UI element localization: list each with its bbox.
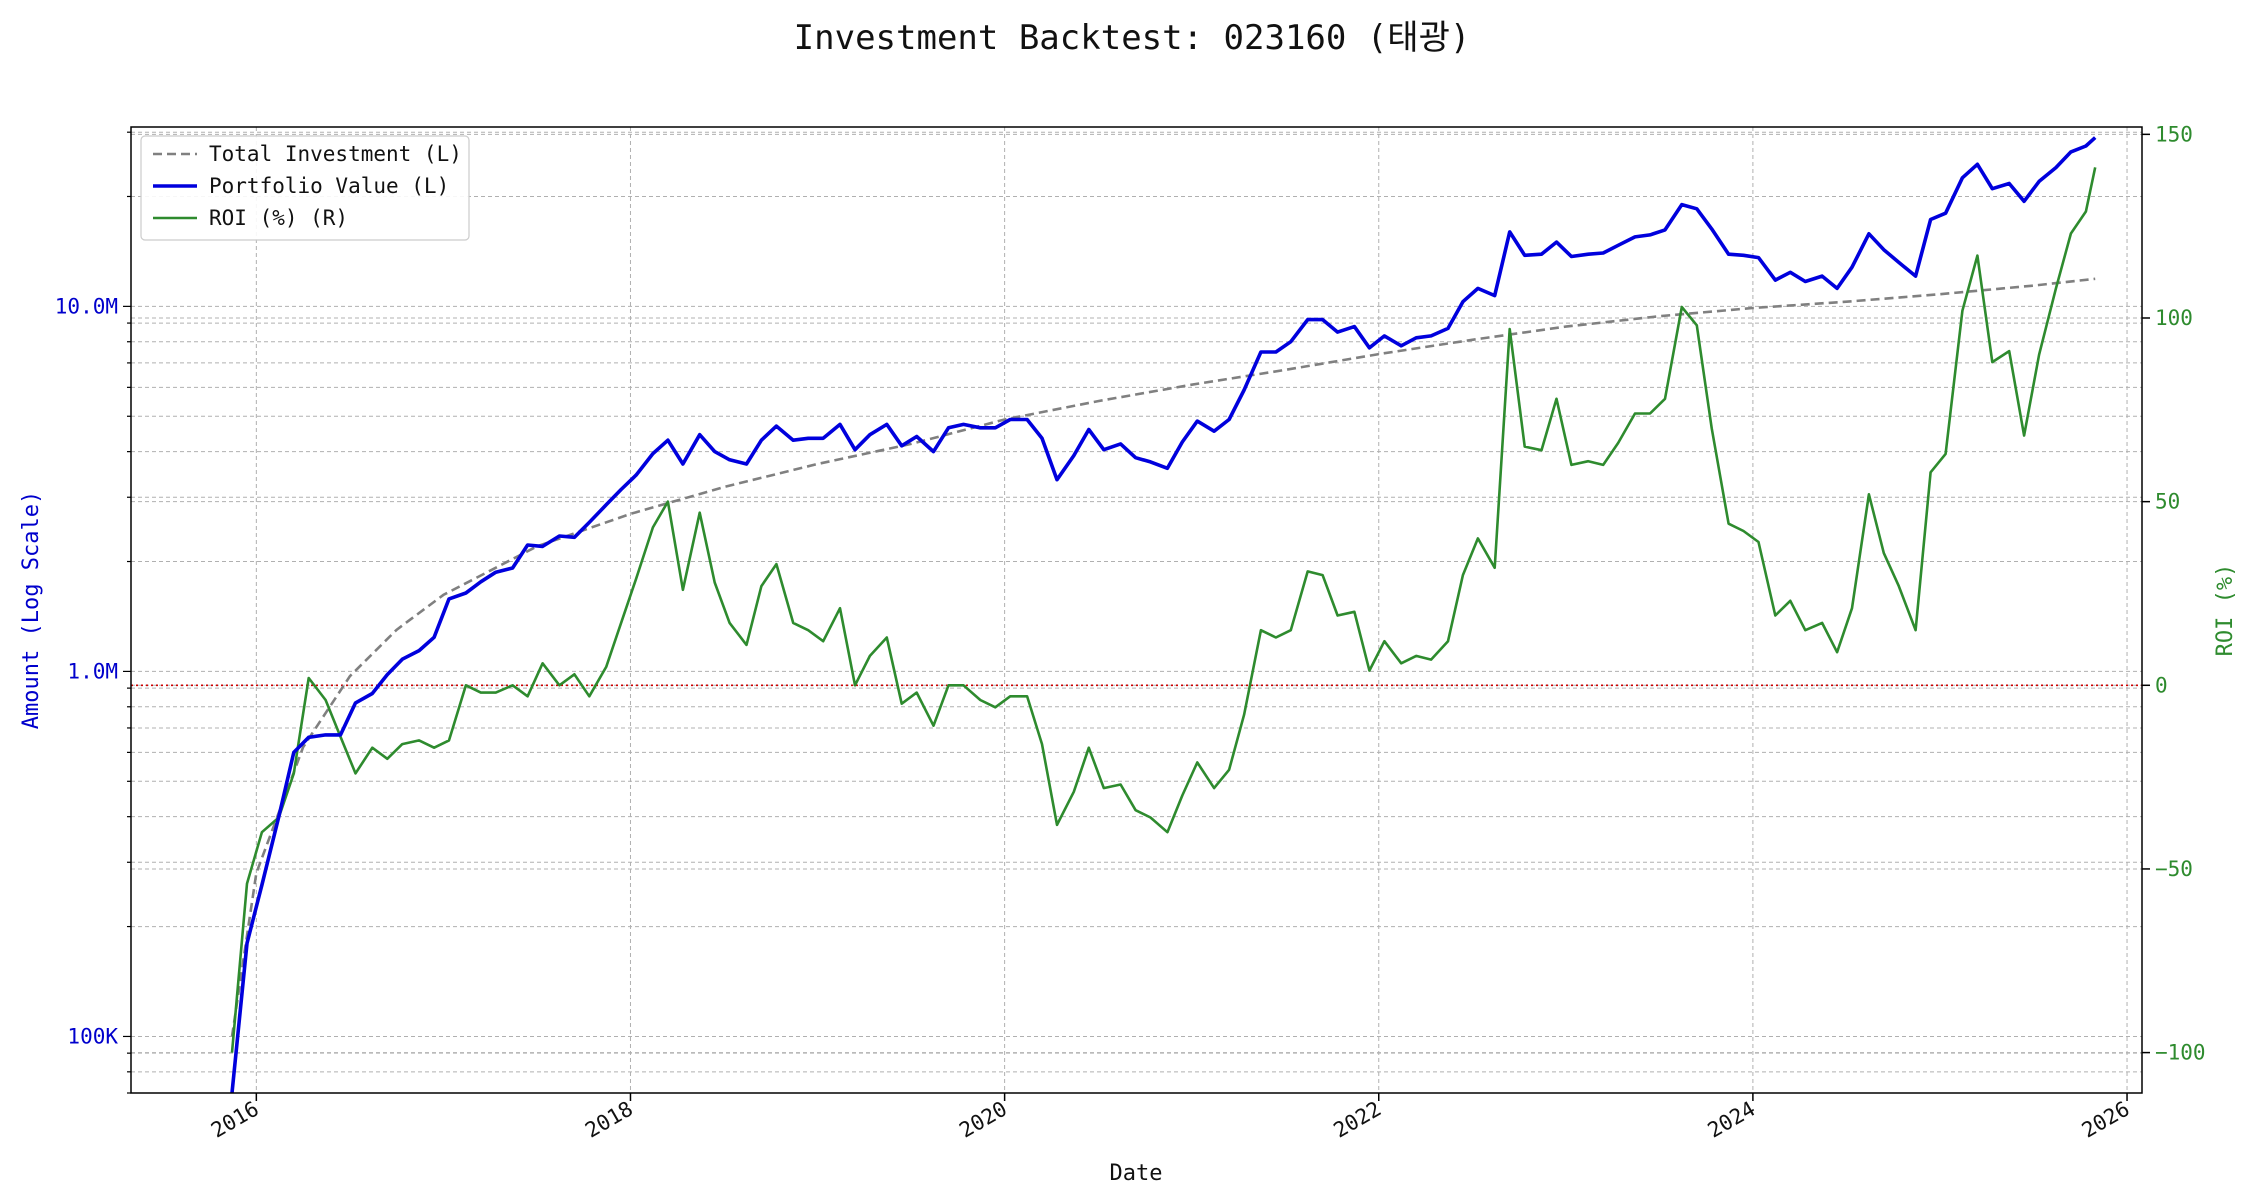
y-right-tick-label: 50	[2155, 490, 2180, 514]
y-right-axis-ticks: −100 −50 0 50 100 150	[2142, 122, 2206, 1065]
x-tick-label: 2024	[1704, 1097, 1760, 1143]
y-left-axis-ticks: 100K 1.0M 10.0M	[55, 131, 131, 1094]
y-right-tick-label: −100	[2155, 1041, 2206, 1065]
plot-frame	[130, 126, 2143, 1094]
x-tick-label: 2018	[581, 1097, 637, 1143]
x-axis-ticks: 2016 2018 2020 2022 2024 2026	[207, 1093, 2134, 1143]
y-left-tick-label: 1.0M	[67, 659, 118, 683]
series-portfolio-value	[230, 136, 2097, 1094]
legend-box	[140, 135, 470, 241]
x-tick-label: 2020	[955, 1097, 1011, 1143]
grid-lines	[131, 127, 2142, 1094]
chart-title: Investment Backtest: 023160 (태광)	[794, 18, 1471, 58]
y-right-axis-label: ROI (%)	[2213, 564, 2238, 657]
roi-line	[230, 167, 2097, 1053]
series-total-investment	[230, 277, 2096, 1037]
total-investment-line	[230, 277, 2096, 1037]
y-left-axis-label: Amount (Log Scale)	[19, 491, 44, 729]
x-tick-label: 2026	[2078, 1097, 2134, 1143]
y-left-tick-label: 100K	[67, 1024, 118, 1048]
y-right-tick-label: 150	[2155, 122, 2193, 146]
legend-label-investment: Total Investment (L)	[209, 142, 462, 166]
y-left-tick-label: 10.0M	[55, 294, 118, 318]
portfolio-value-line	[230, 136, 2097, 1094]
legend-label-roi: ROI (%) (R)	[209, 206, 348, 230]
legend: Total Investment (L) Portfolio Value (L)…	[140, 135, 470, 241]
series-roi	[230, 167, 2097, 1053]
x-tick-label: 2022	[1329, 1097, 1385, 1143]
x-tick-label: 2016	[207, 1097, 263, 1143]
y-right-tick-label: 0	[2155, 673, 2168, 697]
y-right-tick-label: 100	[2155, 306, 2193, 330]
legend-label-portfolio: Portfolio Value (L)	[209, 174, 449, 198]
y-right-tick-label: −50	[2155, 857, 2193, 881]
x-axis-label: Date	[1110, 1161, 1163, 1186]
